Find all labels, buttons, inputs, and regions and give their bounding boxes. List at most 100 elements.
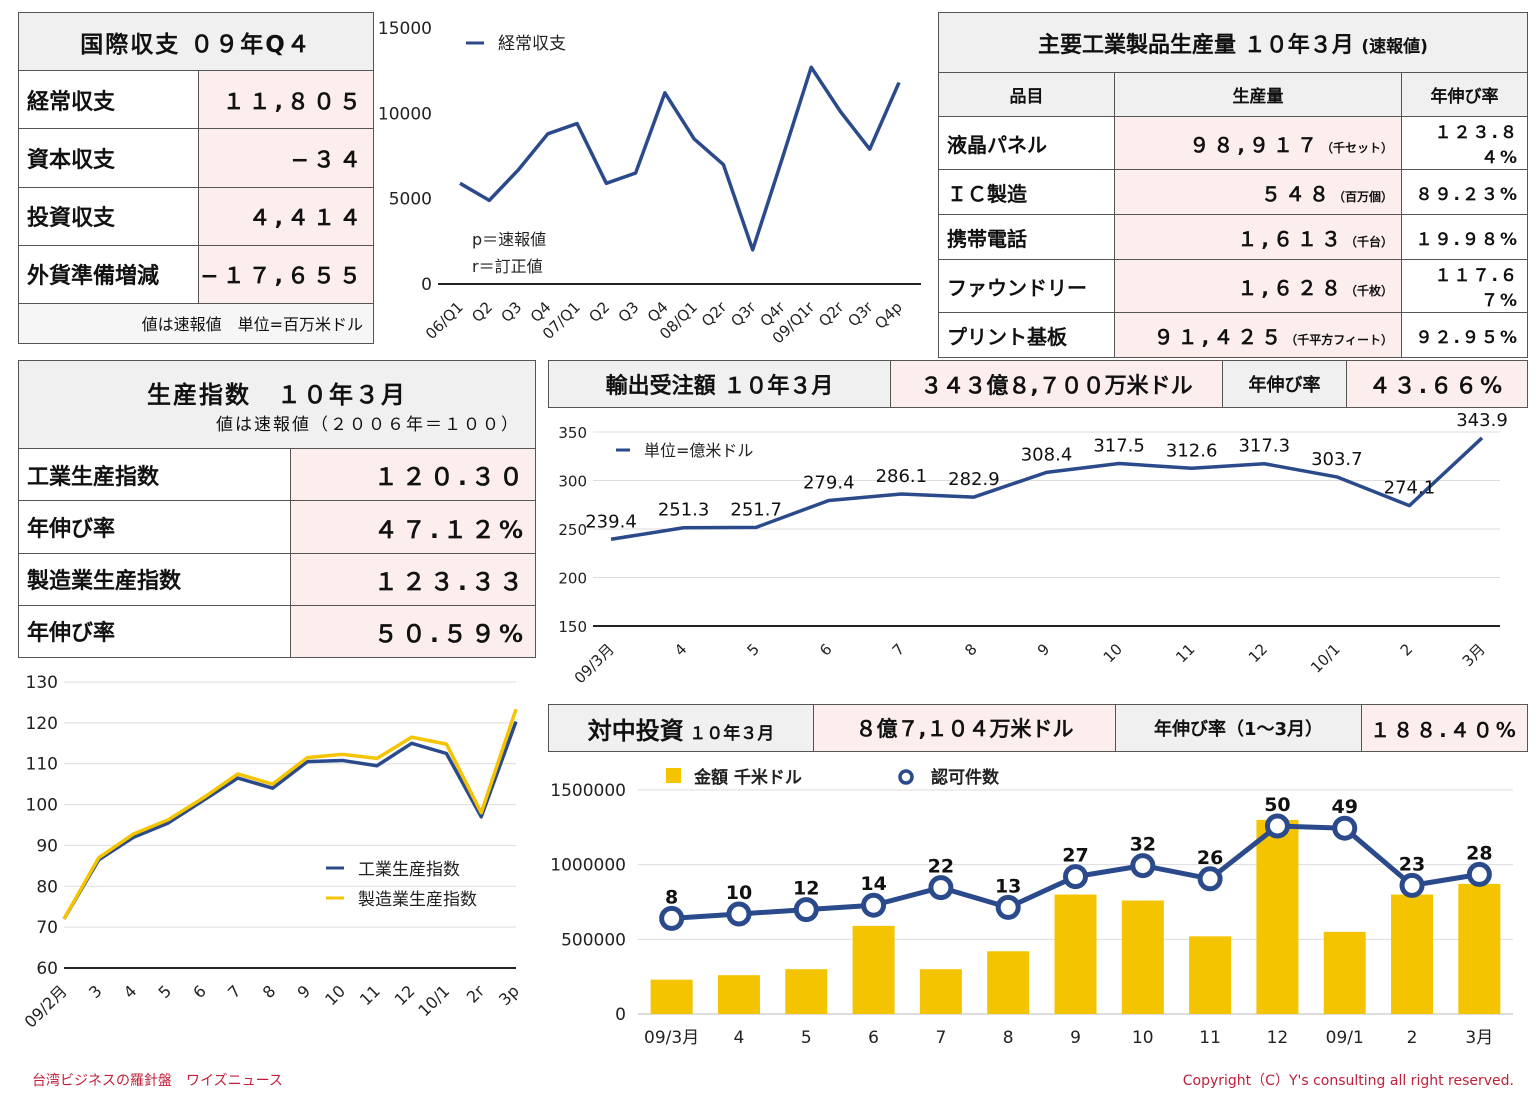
- growth-value: １１７.６７%: [1401, 259, 1528, 313]
- bar: [650, 979, 693, 1014]
- bop-value: −３４: [198, 128, 374, 188]
- data-label: 23: [1399, 853, 1425, 875]
- legend-swatch: [666, 768, 681, 783]
- item-name: プリント基板: [938, 312, 1115, 358]
- data-label: 26: [1197, 847, 1223, 869]
- count-marker: [1063, 864, 1088, 890]
- data-label: 28: [1466, 842, 1492, 864]
- amount-value: ５４８: [1260, 181, 1333, 206]
- amount-value: ９１,４２５: [1153, 324, 1286, 349]
- data-label: 49: [1332, 796, 1358, 818]
- x-tick-label: 2r: [463, 981, 489, 1007]
- y-tick-label: 70: [36, 918, 58, 938]
- col-header-amount: 生産量: [1114, 72, 1402, 117]
- export-orders-chart: 150 200 250 300 350 09/3月 4 5 6 7 8 9 10 11 12 10/1 2 3月 2…: [558, 410, 1508, 687]
- x-tick-label: 2: [1407, 1028, 1418, 1048]
- x-tick-label: 8: [259, 981, 280, 1002]
- data-label: 10: [726, 882, 752, 904]
- x-tick-label: Q3: [615, 298, 643, 326]
- annotation: r＝訂正値: [472, 257, 543, 276]
- industrial-title-suffix: (速報値): [1361, 36, 1428, 57]
- x-tick-label: 11: [356, 981, 384, 1009]
- growth-value: ９２.９５%: [1401, 312, 1528, 358]
- y-tick-label: 100: [26, 796, 58, 816]
- data-label: 282.9: [948, 469, 1000, 490]
- amount-cell: ５４８（百万個）: [1114, 169, 1402, 215]
- x-tick-label: Q2: [585, 298, 613, 326]
- x-tick-label: Q3: [498, 298, 526, 326]
- data-label: 274.1: [1384, 478, 1436, 499]
- table-row: ＩＣ製造 ５４８（百万個） ８９.２３%: [938, 169, 1528, 215]
- data-label: 22: [928, 856, 954, 878]
- amount-unit: （千台）: [1344, 234, 1393, 249]
- amount-value: １,６２８: [1237, 275, 1345, 300]
- production-label: 年伸び率: [18, 604, 291, 659]
- x-tick-label: 7: [224, 981, 245, 1002]
- col-header-item: 品目: [938, 72, 1115, 117]
- bop-label: 外貨準備増減: [18, 244, 199, 304]
- production-subtitle: 値は速報値（２００６年＝１００）: [216, 414, 520, 435]
- invest-header: 対中投資 １０年３月 ８億７,１０４万米ドル 年伸び率（1～3月） １８８.４０…: [548, 704, 1528, 752]
- count-marker: [659, 905, 685, 931]
- production-value: １２３.３３: [290, 552, 536, 606]
- count-marker: [793, 897, 819, 923]
- production-label: 年伸び率: [18, 500, 291, 554]
- data-label: 8: [665, 886, 678, 908]
- x-tick-label: 10: [1132, 1028, 1154, 1048]
- y-tick-label: 15000: [378, 19, 432, 39]
- export-header: 輸出受注額 １０年３月 ３４３億８,７００万米ドル 年伸び率 ４３.６６%: [548, 360, 1528, 408]
- x-tick-label: 12: [1245, 640, 1271, 666]
- production-label: 工業生産指数: [18, 448, 291, 502]
- amount-cell: １,６２８（千枚）: [1114, 259, 1402, 313]
- data-label: 317.5: [1093, 436, 1145, 457]
- industrial-title-cell: 主要工業製品生産量 １０年３月 (速報値): [938, 12, 1528, 73]
- data-label: 14: [860, 873, 886, 895]
- export-title: 輸出受注額 １０年３月: [548, 360, 891, 408]
- x-tick-label: 9: [1034, 640, 1053, 659]
- x-tick-label: 7: [889, 640, 908, 659]
- production-index-chart: 60 70 80 90 100 110 120 130 09/2月 3 4 5 6 7 8 9 10 11 1210…: [21, 673, 523, 1032]
- series-line: [62, 708, 518, 920]
- x-tick-label: 3p: [495, 981, 523, 1009]
- x-tick-label: 11: [1199, 1028, 1221, 1048]
- y-tick-label: 250: [558, 521, 587, 539]
- item-name: 液晶パネル: [938, 116, 1115, 170]
- y-tick-label: 130: [26, 673, 58, 693]
- x-tick-label: 5: [744, 640, 763, 659]
- y-tick-label: 90: [36, 836, 58, 856]
- bar: [919, 969, 962, 1014]
- data-label: 308.4: [1021, 444, 1073, 465]
- production-header: 生産指数 １０年３月 値は速報値（２００６年＝１００）: [18, 359, 536, 450]
- x-tick-label: 5: [154, 981, 175, 1002]
- y-tick-label: 80: [36, 877, 58, 897]
- x-tick-label: 10: [1100, 640, 1126, 666]
- production-value: ５０.５９%: [290, 604, 536, 659]
- series-line: [610, 436, 1484, 542]
- item-name: ファウンドリー: [938, 259, 1115, 313]
- industrial-table: 主要工業製品生産量 １０年３月 (速報値) 品目 生産量 年伸び率 液晶パネル …: [938, 12, 1528, 358]
- x-tick-label: 09/3月: [644, 1028, 699, 1048]
- bop-label: 資本収支: [18, 128, 199, 188]
- data-label: 251.7: [730, 499, 782, 520]
- data-label: 279.4: [803, 472, 855, 493]
- bar: [987, 951, 1030, 1014]
- bar: [717, 975, 760, 1014]
- data-label: 343.9: [1456, 410, 1508, 431]
- x-tick-label: 3月: [1465, 1028, 1493, 1048]
- invest-growth-label: 年伸び率（1～3月）: [1115, 704, 1362, 752]
- invest-title: 対中投資: [587, 716, 684, 745]
- x-tick-label: 2: [1397, 640, 1416, 659]
- bop-title: 国際収支 ０９年Q４: [18, 11, 374, 72]
- count-marker: [1197, 866, 1223, 892]
- x-tick-label: 3: [85, 981, 106, 1002]
- data-label: 32: [1130, 834, 1156, 856]
- x-tick-label: 12: [1267, 1028, 1289, 1048]
- amount-cell: ９１,４２５（千平方フィート）: [1114, 312, 1402, 358]
- y-tick-label: 60: [36, 959, 58, 979]
- x-tick-label: 4: [120, 981, 141, 1002]
- production-label: 製造業生産指数: [18, 552, 291, 606]
- growth-value: １２３.８４%: [1401, 116, 1528, 170]
- x-tick-label: Q2: [468, 298, 496, 326]
- bop-note: 値は速報値 単位=百万米ドル: [18, 302, 374, 345]
- y-tick-label: 350: [558, 424, 587, 442]
